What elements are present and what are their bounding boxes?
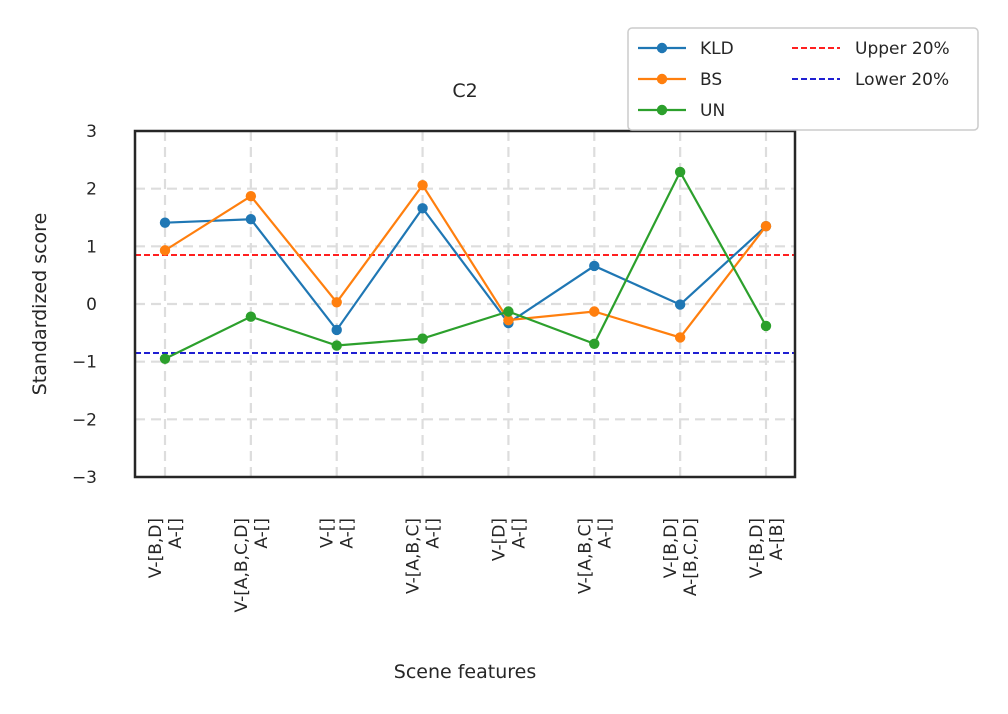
data-point-kld-1 bbox=[245, 214, 257, 225]
x-tick-label-line: V-[B,D] bbox=[747, 518, 767, 578]
data-point-un-3 bbox=[417, 333, 428, 344]
data-point-bs-2 bbox=[331, 297, 342, 308]
data-point-bs-1 bbox=[245, 190, 257, 202]
x-tick-label-line: A-[B] bbox=[767, 518, 787, 560]
series-line-un bbox=[164, 169, 767, 360]
data-point-un-0 bbox=[159, 353, 171, 364]
x-tick-label-line: V-[B,D] bbox=[661, 518, 681, 578]
x-tick-label: V-[B,D] A-[B] bbox=[747, 518, 787, 578]
legend-label-upper: Upper 20% bbox=[855, 39, 950, 59]
reference-lines bbox=[135, 254, 795, 354]
data-point-un-5 bbox=[589, 338, 600, 349]
x-tick-label-line: V-[D] bbox=[489, 518, 509, 561]
x-tick-label: V-[B,D] A-[B,C,D] bbox=[661, 518, 701, 596]
data-point-un-7 bbox=[760, 320, 772, 332]
plot-frame bbox=[133, 129, 797, 479]
y-tick-label: −3 bbox=[72, 468, 97, 488]
data-point-bs-6 bbox=[674, 332, 686, 343]
x-tick-label-line: A-[] bbox=[595, 518, 615, 549]
data-point-bs-0 bbox=[159, 245, 171, 256]
x-tick-label: V-[D] A-[] bbox=[489, 518, 529, 561]
x-tick-label-line: A-[] bbox=[252, 518, 272, 549]
x-tick-label-line: V-[B,D] bbox=[146, 518, 166, 578]
x-tick-label-line: V-[A,B,C,D] bbox=[232, 518, 252, 613]
x-tick-label: V-[A,B,C,D] A-[] bbox=[232, 518, 272, 613]
y-tick-label: −2 bbox=[72, 410, 97, 430]
x-tick-label-line: A-[] bbox=[166, 518, 186, 549]
x-tick-label: V-[A,B,C] A-[] bbox=[404, 518, 444, 594]
data-point-un-4 bbox=[503, 306, 514, 317]
data-point-un-2 bbox=[331, 340, 342, 351]
legend-label-un: UN bbox=[700, 101, 725, 121]
data-point-bs-7 bbox=[760, 220, 772, 232]
x-tick-label-line: V-[] bbox=[318, 518, 338, 548]
x-tick-label-line: A-[B,C,D] bbox=[681, 518, 701, 596]
data-point-un-6 bbox=[674, 166, 686, 178]
y-axis-label: Standardized score bbox=[29, 213, 51, 396]
legend-marker-un bbox=[656, 104, 668, 116]
x-tick-label-line: V-[A,B,C] bbox=[404, 518, 424, 594]
data-point-kld-3 bbox=[417, 203, 428, 214]
data-point-bs-5 bbox=[589, 306, 600, 317]
legend: KLD BS UN Upper 20% Lower 20% bbox=[627, 27, 979, 131]
grid bbox=[135, 131, 795, 477]
data-point-bs-3 bbox=[417, 180, 428, 191]
series-line-kld bbox=[164, 206, 767, 332]
data-point-kld-6 bbox=[674, 299, 686, 310]
legend-label-bs: BS bbox=[700, 70, 722, 90]
y-ticks: −3 −2 −1 0 1 2 3 bbox=[72, 122, 97, 488]
legend-label-kld: KLD bbox=[700, 39, 734, 59]
x-tick-label: V-[A,B,C] A-[] bbox=[575, 518, 615, 594]
x-tick-label-line: A-[] bbox=[509, 518, 529, 549]
legend-marker-bs bbox=[656, 73, 668, 85]
x-ticks: V-[B,D] A-[] V-[A,B,C,D] A-[] V-[] A-[] V-[A,B… bbox=[146, 518, 787, 613]
data-point-kld-0 bbox=[159, 217, 171, 228]
y-tick-label: −1 bbox=[72, 353, 97, 373]
y-tick-label: 2 bbox=[86, 180, 97, 200]
legend-label-lower: Lower 20% bbox=[855, 70, 949, 90]
data-point-kld-5 bbox=[589, 260, 600, 272]
x-tick-label: V-[B,D] A-[] bbox=[146, 518, 186, 578]
x-tick-label-line: A-[] bbox=[424, 518, 444, 549]
legend-marker-kld bbox=[656, 42, 668, 54]
data-point-un-1 bbox=[245, 311, 257, 322]
x-tick-label-line: A-[] bbox=[338, 518, 358, 549]
series bbox=[159, 166, 772, 364]
chart-title: C2 bbox=[452, 80, 477, 102]
y-tick-label: 1 bbox=[86, 237, 97, 257]
x-axis-label: Scene features bbox=[394, 661, 536, 683]
x-tick-label: V-[] A-[] bbox=[318, 518, 358, 549]
x-tick-label-line: V-[A,B,C] bbox=[575, 518, 595, 594]
y-tick-label: 3 bbox=[86, 122, 97, 142]
data-point-bs-4 bbox=[503, 314, 514, 326]
data-point-kld-2 bbox=[331, 324, 342, 336]
series-line-bs bbox=[164, 183, 767, 339]
y-tick-label: 0 bbox=[86, 295, 97, 315]
